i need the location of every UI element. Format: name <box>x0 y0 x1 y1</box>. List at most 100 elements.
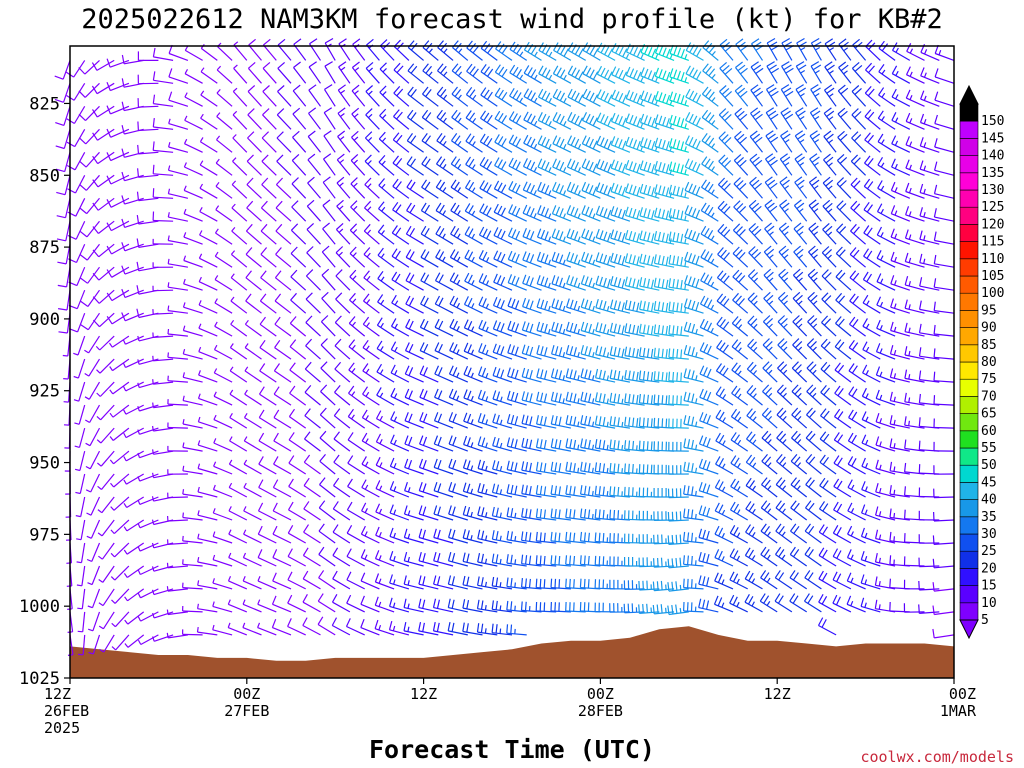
wind-barb <box>448 528 468 544</box>
wind-barb <box>735 38 749 61</box>
wind-barb <box>889 461 910 475</box>
wind-barb <box>653 557 675 568</box>
wind-barb <box>848 409 866 429</box>
wind-barb <box>463 412 483 429</box>
wind-barb <box>390 387 410 406</box>
wind-barb <box>779 176 793 199</box>
wind-barb <box>565 555 586 567</box>
wind-barb <box>231 227 248 245</box>
wind-barb <box>849 316 866 337</box>
wind-barb <box>78 82 100 98</box>
wind-barb <box>668 161 689 176</box>
wind-barb <box>214 275 233 291</box>
wind-barb <box>698 551 719 567</box>
wind-barb <box>121 265 144 275</box>
wind-barb <box>374 596 395 613</box>
wind-barb <box>683 485 704 498</box>
wind-barb <box>479 180 498 199</box>
wind-barb <box>550 555 571 567</box>
wind-barb <box>506 577 527 590</box>
colorbar-label: 50 <box>981 458 997 473</box>
wind-barb <box>182 605 203 613</box>
wind-barb <box>905 112 925 130</box>
wind-barb <box>379 62 395 84</box>
wind-barb <box>321 245 336 268</box>
wind-barb <box>152 611 174 619</box>
wind-barb <box>684 158 704 176</box>
wind-barb <box>306 222 321 245</box>
wind-barb <box>197 510 218 521</box>
wind-barb <box>861 481 881 498</box>
wind-barb <box>55 152 71 173</box>
wind-barb <box>876 250 896 268</box>
wind-barb <box>808 222 822 245</box>
wind-barb <box>418 528 439 544</box>
wind-barb <box>684 205 704 222</box>
wind-barb <box>933 231 955 245</box>
wind-barb <box>167 282 188 291</box>
y-tick-label: 900 <box>29 310 60 330</box>
wind-barb <box>111 588 130 604</box>
wind-barb <box>652 604 675 615</box>
wind-barb <box>668 441 689 452</box>
wind-barb <box>668 465 689 475</box>
wind-barb <box>322 176 336 199</box>
colorbar-swatch <box>959 103 979 122</box>
wind-barb <box>919 137 940 153</box>
wind-barb <box>781 61 794 84</box>
wind-barb <box>479 203 498 222</box>
wind-barb <box>820 361 837 383</box>
wind-barb <box>258 386 277 406</box>
wind-barb <box>98 588 115 607</box>
wind-barb <box>167 445 188 452</box>
wind-barb <box>99 634 115 653</box>
wind-barb <box>247 85 262 107</box>
wind-barb <box>377 294 395 314</box>
wind-barb <box>123 496 145 509</box>
wind-barb <box>302 594 321 613</box>
wind-barb <box>667 604 689 616</box>
wind-barb <box>731 385 749 406</box>
wind-barb <box>609 603 630 613</box>
wind-barb <box>749 130 763 153</box>
wind-barb <box>567 88 586 107</box>
wind-barb <box>406 202 424 222</box>
wind-barb <box>258 409 277 429</box>
wind-barb <box>551 345 572 360</box>
wind-barb <box>63 382 71 403</box>
wind-barb <box>76 542 86 564</box>
wind-barb <box>197 393 218 406</box>
wind-barb <box>550 461 571 475</box>
wind-barb <box>152 425 174 432</box>
wind-barb <box>550 415 572 429</box>
wind-barb <box>152 379 174 385</box>
wind-barb <box>433 412 454 429</box>
wind-barb <box>509 64 528 84</box>
wind-barb <box>419 388 439 406</box>
wind-barb <box>817 617 837 636</box>
wind-barb <box>318 570 336 590</box>
wind-barb <box>121 312 144 322</box>
wind-barb <box>580 508 601 521</box>
wind-barb <box>422 86 439 107</box>
wind-barb <box>669 91 689 107</box>
wind-barb <box>77 588 86 610</box>
wind-barb <box>508 181 527 199</box>
wind-barb <box>212 531 233 544</box>
wind-barb <box>448 412 469 429</box>
wind-barb <box>390 318 410 337</box>
wind-barb <box>403 575 424 590</box>
wind-barb <box>434 388 454 406</box>
wind-barb <box>363 247 380 268</box>
wind-barb <box>418 598 439 613</box>
wind-barb <box>433 575 454 590</box>
wind-barb <box>477 529 498 544</box>
wind-barb <box>419 342 439 360</box>
wind-barb <box>122 381 144 392</box>
wind-barb <box>166 586 188 592</box>
wind-barb <box>404 365 424 383</box>
wind-barb <box>212 508 233 521</box>
wind-barb <box>403 551 424 567</box>
wind-barb <box>350 153 366 176</box>
